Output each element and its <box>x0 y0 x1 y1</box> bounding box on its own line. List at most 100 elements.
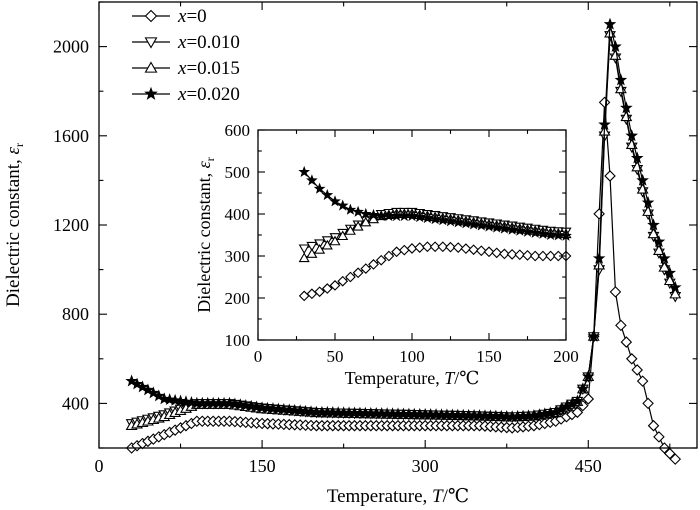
main-series-3-point <box>647 218 660 231</box>
main-series-3-point <box>636 173 649 186</box>
main-y-axis-title-text: Dielectric constant, <box>3 155 24 307</box>
inset-series-3-point <box>359 207 372 219</box>
inset-series-3-point <box>513 224 526 236</box>
inset-series-0-point <box>360 263 372 274</box>
main-y-tick-label: 2000 <box>53 37 89 57</box>
inset-series-2-point <box>314 243 326 254</box>
inset-y-axis-title-text: Dielectric constant, <box>194 168 214 312</box>
inset-series-3-point <box>298 165 311 177</box>
inset-series-3-point <box>506 223 518 235</box>
main-series-3-point <box>152 389 166 402</box>
inset-series-0-point <box>552 250 564 262</box>
main-y-tick-label: 800 <box>62 304 89 324</box>
inset-series-2-point <box>321 239 333 250</box>
legend-label-value: =0.020 <box>186 84 239 105</box>
main-series-3-point <box>130 377 144 390</box>
inset-series-3-point <box>344 203 357 215</box>
main-series-2-point <box>669 288 682 299</box>
main-series-3-point <box>668 280 682 293</box>
main-x-axis-title-symbol: T <box>432 486 444 507</box>
inset-series-0-point <box>329 280 341 291</box>
main-series-3-point <box>603 17 617 30</box>
inset-x-axis-title: Temperature, T/℃ <box>345 368 480 388</box>
inset-series-0-point <box>499 248 510 260</box>
legend-label-var: x <box>177 32 187 53</box>
inset-series-3-point <box>552 229 565 241</box>
inset-series-3-point <box>352 205 364 217</box>
inset-series-0-point <box>491 247 503 259</box>
inset-x-axis-title-symbol: T <box>444 368 456 388</box>
main-series-0-point <box>571 406 584 419</box>
main-series-2-point <box>609 49 622 60</box>
inset-y-tick-label: 600 <box>225 121 251 140</box>
main-series-0-point <box>664 447 676 460</box>
inset-y-tick-label: 300 <box>225 247 251 266</box>
inset-series-0-point <box>522 249 533 261</box>
inset-series-3-point <box>467 218 480 230</box>
inset-series-0-point <box>468 244 479 256</box>
legend-label: x=0.020 <box>177 84 240 105</box>
main-x-tick-label: 450 <box>575 456 602 476</box>
inset-series-3-point <box>460 217 472 229</box>
inset-series-1-point <box>306 241 318 252</box>
inset-x-tick-label: 200 <box>553 347 579 366</box>
inset-y-tick-label: 400 <box>225 205 251 224</box>
inset-series-0-point <box>429 241 441 253</box>
main-series-3-point <box>614 73 628 86</box>
inset-series-3-point <box>413 210 426 223</box>
inset-series-0-point <box>383 250 395 262</box>
legend-label-value: =0.015 <box>186 58 239 79</box>
main-series-0-point <box>582 393 595 405</box>
legend-marker <box>144 9 158 23</box>
inset-y-axis-title-subscript: r <box>203 157 217 161</box>
main-series-3-point <box>136 380 149 393</box>
inset-x-tick-label: 100 <box>399 347 425 366</box>
inset-series-3-point <box>306 174 318 186</box>
main-series-0-point <box>615 319 627 332</box>
main-series-3-point <box>658 251 671 264</box>
legend-label-var: x <box>177 6 187 27</box>
inset-y-tick-label: 500 <box>225 163 251 182</box>
main-series-3-point <box>592 251 606 264</box>
main-series-3-point <box>598 118 611 130</box>
inset-series-0-point <box>460 243 472 255</box>
inset-series-3-point <box>406 209 418 222</box>
inset-y-tick-label: 200 <box>225 289 251 308</box>
inset-series-3-point <box>483 220 495 232</box>
main-series-0-point <box>609 286 622 298</box>
main-series-3-point <box>609 39 622 52</box>
main-series-0-point <box>625 353 638 365</box>
inset-series-3-point <box>521 225 534 237</box>
main-series-0-point <box>653 431 665 443</box>
main-series-0-point <box>593 208 605 220</box>
main-series-3-point <box>576 382 590 395</box>
main-x-axis-title-unit: /℃ <box>443 486 470 507</box>
main-series-0-point <box>620 336 633 348</box>
inset-series-0-point <box>422 241 433 253</box>
main-y-axis-title-symbol: ε <box>3 147 24 155</box>
inset-series-0-point <box>375 254 387 266</box>
main-series-3-point <box>630 151 644 164</box>
inset-x-axis-title-unit: /℃ <box>454 368 479 388</box>
main-series-3-point <box>587 329 601 342</box>
main-series-3-point <box>625 129 639 142</box>
main-series-0-point <box>598 96 611 109</box>
legend-entry: x=0.015 <box>132 58 240 79</box>
main-x-axis-title: Temperature, T/℃ <box>327 486 469 507</box>
inset-plot: 0 50 100 150 200 100 200 300 400 500 600 Temperatur… <box>194 121 579 388</box>
main-series-3-point <box>581 370 595 382</box>
legend-label: x=0.015 <box>177 58 240 79</box>
inset-x-axis-title-text: Temperature, <box>345 368 445 388</box>
inset-series-3-point <box>429 213 441 225</box>
inset-series-3-point <box>436 214 449 226</box>
inset-series-0-point <box>352 267 364 279</box>
inset-series-3-point <box>529 226 542 238</box>
inset-x-tick-label: 50 <box>327 347 344 366</box>
main-series-3-point <box>620 101 633 114</box>
inset-series-3 <box>298 165 572 241</box>
legend-label: x=0 <box>177 6 207 27</box>
inset-series-3-point <box>537 227 549 239</box>
main-series-0-point <box>669 453 682 465</box>
legend-label-var: x <box>177 58 187 79</box>
